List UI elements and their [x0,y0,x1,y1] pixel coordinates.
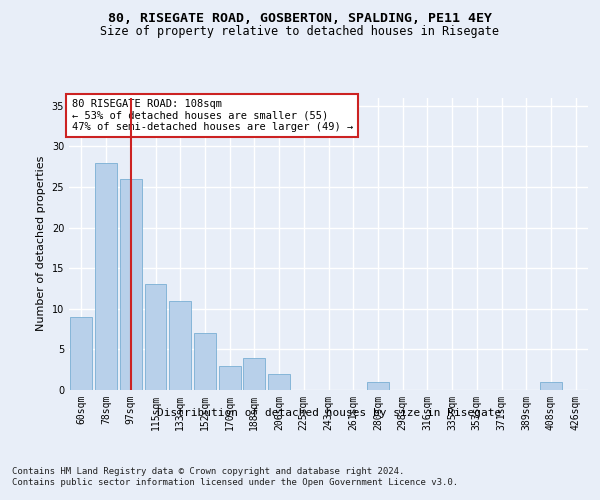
Text: Size of property relative to detached houses in Risegate: Size of property relative to detached ho… [101,25,499,38]
Bar [540,382,562,390]
Bar [219,366,241,390]
Y-axis label: Number of detached properties: Number of detached properties [36,156,46,332]
Bar [268,374,290,390]
Text: 80, RISEGATE ROAD, GOSBERTON, SPALDING, PE11 4EY: 80, RISEGATE ROAD, GOSBERTON, SPALDING, … [108,12,492,26]
Bar [244,358,265,390]
Bar [70,317,92,390]
Bar [169,300,191,390]
Bar [194,333,216,390]
Text: 80 RISEGATE ROAD: 108sqm
← 53% of detached houses are smaller (55)
47% of semi-d: 80 RISEGATE ROAD: 108sqm ← 53% of detach… [71,99,353,132]
Text: Distribution of detached houses by size in Risegate: Distribution of detached houses by size … [157,408,501,418]
Bar [367,382,389,390]
Bar [145,284,166,390]
Bar [95,162,117,390]
Bar [120,179,142,390]
Text: Contains HM Land Registry data © Crown copyright and database right 2024.
Contai: Contains HM Land Registry data © Crown c… [12,468,458,487]
